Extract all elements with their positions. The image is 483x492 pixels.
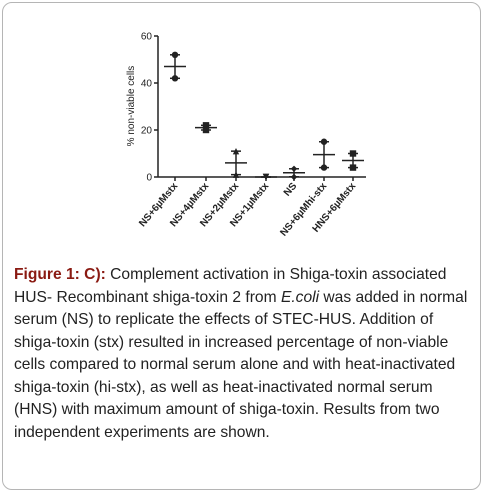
y-tick-label: 60 [141,32,153,43]
caption-text: Complement activation in Shiga-toxin ass… [14,266,447,306]
x-tick-label: NS [282,181,300,199]
caption-label: Figure 1: C): [14,266,106,283]
caption-text: was added in normal serum (NS) to replic… [14,288,468,441]
chart: % non-viable cells 0204060NS+6µMstxNS+4µ… [126,32,366,239]
caption: Figure 1: C): Complement activation in S… [14,264,472,444]
y-tick-label: 20 [141,126,153,137]
y-tick-label: 40 [141,79,153,90]
y-tick-label: 0 [146,173,152,184]
y-axis-label: % non-viable cells [126,66,137,147]
caption-italic: E.coli [280,288,320,306]
